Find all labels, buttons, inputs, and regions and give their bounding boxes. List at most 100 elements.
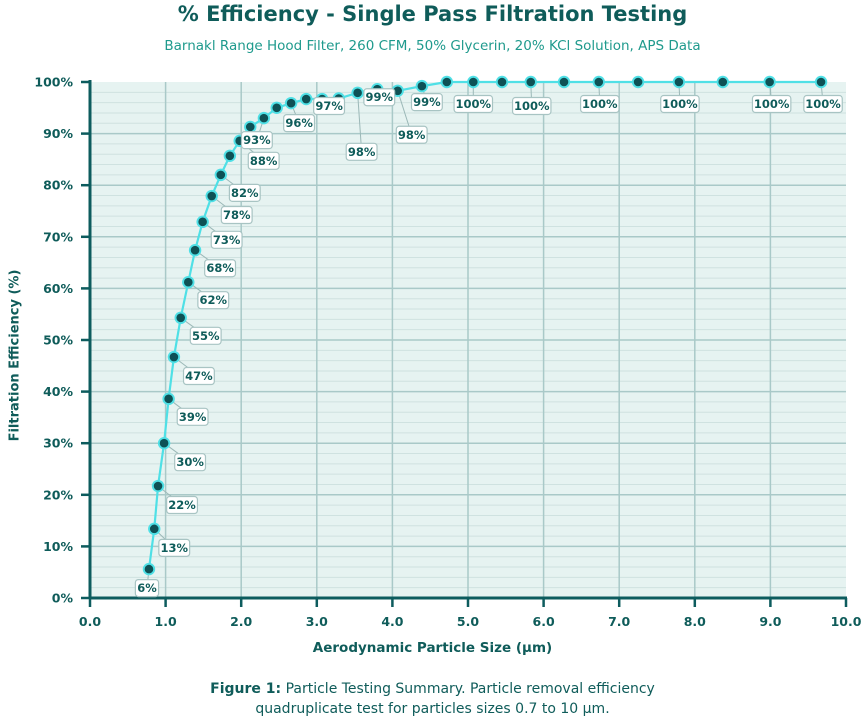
- data-point: [164, 394, 173, 404]
- data-label-text: 88%: [250, 154, 278, 168]
- data-points: [142, 75, 828, 576]
- data-label-text: 98%: [348, 145, 376, 159]
- y-tick-label: 90%: [43, 126, 73, 141]
- data-label-box: [345, 142, 378, 161]
- data-label-text: 47%: [185, 369, 213, 383]
- data-label-box: [228, 183, 261, 202]
- data-label-box: [240, 131, 273, 150]
- data-label: 100%: [660, 94, 700, 114]
- y-tick-label: 0%: [52, 591, 74, 606]
- x-tick-label: 6.0: [533, 614, 555, 629]
- data-label: 47%: [182, 366, 215, 386]
- data-point: [633, 77, 643, 87]
- data-label-text: 82%: [231, 186, 259, 200]
- data-label: 100%: [453, 94, 494, 114]
- data-label-box: [247, 151, 280, 170]
- data-label-box: [166, 495, 199, 515]
- y-tick-label: 80%: [43, 178, 73, 193]
- data-label-box: [660, 94, 700, 114]
- data-label: 99%: [363, 88, 396, 107]
- data-point: [183, 277, 193, 287]
- x-tick-label: 9.0: [759, 614, 781, 629]
- x-tick-label: 5.0: [457, 614, 479, 629]
- data-label: 6%: [134, 579, 160, 598]
- data-label-box: [313, 96, 346, 116]
- data-point: [765, 77, 774, 87]
- data-point: [674, 77, 684, 87]
- data-label-text: 68%: [206, 261, 234, 275]
- data-label: 78%: [220, 205, 253, 225]
- data-label-text: 93%: [243, 133, 271, 147]
- data-point: [198, 217, 207, 227]
- data-label-text: 100%: [805, 97, 841, 111]
- data-point: [169, 352, 179, 362]
- data-label-text: 22%: [168, 498, 196, 512]
- data-label-box: [283, 114, 316, 133]
- data-label: 99%: [410, 93, 443, 112]
- data-label-text: 100%: [456, 97, 492, 111]
- data-label-text: 98%: [398, 128, 426, 142]
- data-point: [353, 88, 362, 98]
- data-point: [594, 77, 604, 87]
- data-label-box: [182, 366, 215, 386]
- data-label-text: 100%: [754, 97, 790, 111]
- data-label: 98%: [395, 125, 428, 144]
- data-label-text: 13%: [160, 541, 188, 555]
- data-label-text: 99%: [366, 90, 394, 104]
- data-point: [153, 481, 163, 491]
- data-point: [272, 103, 282, 113]
- data-point: [159, 438, 169, 448]
- data-label-box: [751, 94, 792, 114]
- data-label-text: 73%: [213, 233, 241, 247]
- data-point: [442, 77, 452, 87]
- data-label: 100%: [751, 94, 792, 114]
- data-point: [207, 191, 217, 201]
- figure-caption: Figure 1: Particle Testing Summary. Part…: [0, 679, 865, 719]
- major-gridlines: [90, 82, 846, 598]
- y-tick-label: 10%: [43, 539, 73, 554]
- data-label: 98%: [345, 142, 378, 161]
- x-tick-label: 3.0: [306, 614, 328, 629]
- data-label-text: 30%: [176, 455, 204, 469]
- x-tick-label: 2.0: [230, 614, 252, 629]
- data-label-box: [158, 538, 191, 557]
- y-tick-label: 100%: [34, 75, 73, 90]
- data-point: [144, 564, 154, 574]
- data-label-box: [210, 230, 243, 249]
- data-label-text: 100%: [582, 97, 618, 111]
- data-label-text: 96%: [285, 116, 313, 130]
- y-tick-label: 60%: [43, 281, 73, 296]
- y-tick-label: 70%: [43, 229, 73, 244]
- x-tick-label: 1.0: [155, 614, 177, 629]
- data-label-text: 39%: [179, 410, 207, 424]
- data-label-box: [220, 205, 253, 225]
- data-label: 100%: [579, 94, 620, 114]
- caption-label: Figure 1:: [210, 681, 282, 697]
- chart-subtitle: Barnakl Range Hood Filter, 260 CFM, 50% …: [164, 38, 701, 54]
- data-label: 22%: [166, 495, 199, 515]
- data-point: [718, 77, 728, 87]
- data-label-box: [803, 94, 843, 114]
- y-tick-label: 30%: [43, 436, 73, 451]
- data-point: [149, 524, 159, 534]
- data-label-text: 6%: [137, 581, 157, 595]
- data-label: 68%: [204, 259, 237, 278]
- data-label: 88%: [247, 151, 280, 170]
- data-labels: 6% 13% 22% 30% 39% 47% 55% 62% 68% 73% 78% 82% 88% 93…: [134, 88, 843, 598]
- x-tick-label: 8.0: [684, 614, 706, 629]
- data-label: 73%: [210, 230, 243, 249]
- data-point: [559, 77, 569, 87]
- data-label-box: [189, 326, 222, 345]
- data-label-box: [395, 125, 428, 144]
- chart-title: % Efficiency - Single Pass Filtration Te…: [177, 2, 688, 26]
- data-label: 100%: [803, 94, 843, 114]
- data-label: 82%: [228, 183, 261, 202]
- data-point: [286, 98, 296, 108]
- data-label-text: 97%: [315, 99, 343, 113]
- data-point: [259, 113, 269, 123]
- data-label: 13%: [158, 538, 191, 557]
- data-label-text: 100%: [514, 99, 550, 113]
- data-label: 55%: [189, 326, 222, 345]
- data-point: [816, 77, 826, 87]
- caption-text: Particle Testing Summary. Particle remov…: [255, 681, 655, 717]
